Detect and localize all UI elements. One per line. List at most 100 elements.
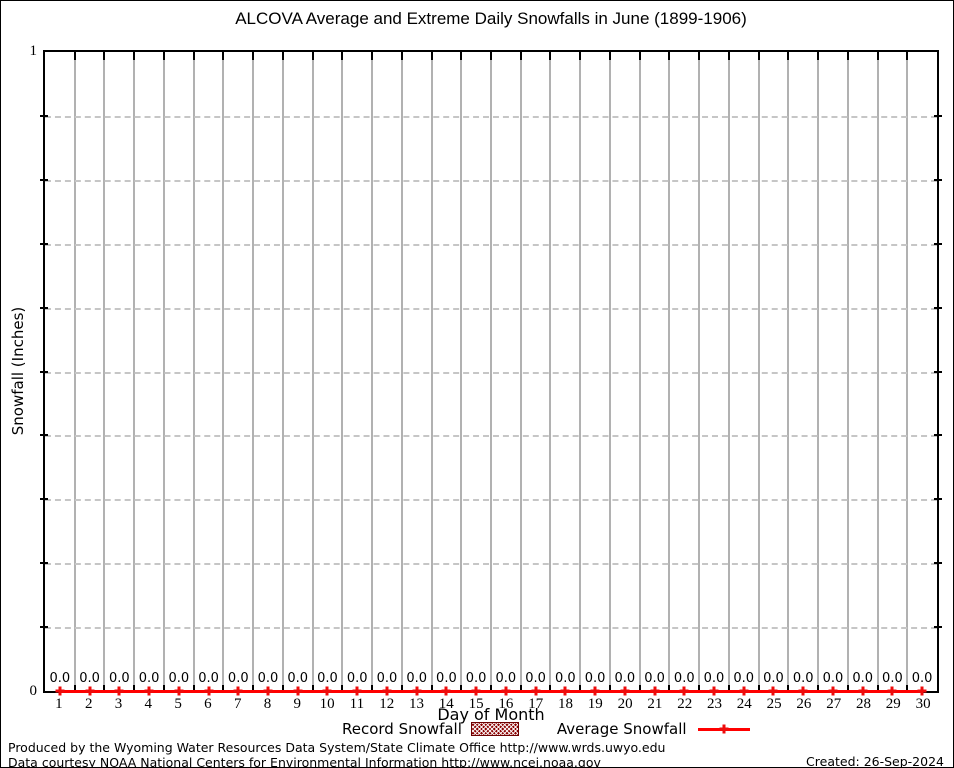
x-axis-tick-top [906, 52, 909, 60]
data-point-marker [263, 686, 273, 695]
x-axis-tick-bottom [817, 685, 820, 691]
data-point-marker [650, 686, 660, 695]
x-axis-tick-label: 30 [915, 696, 931, 712]
data-point-marker [233, 686, 243, 695]
data-point-marker [55, 686, 65, 695]
grid-line-horizontal [45, 179, 937, 182]
y-axis-tick-left [40, 434, 48, 437]
data-point-value-label: 0.0 [376, 671, 398, 686]
data-point-marker [768, 686, 778, 695]
chart-title: ALCOVA Average and Extreme Daily Snowfal… [235, 9, 747, 28]
data-point-marker [620, 686, 630, 695]
x-axis-tick-bottom [757, 685, 760, 691]
grid-line-horizontal [45, 115, 937, 118]
y-axis-tick-right [934, 370, 942, 373]
y-axis-max-label: 1 [29, 43, 38, 59]
data-point-marker [590, 686, 600, 695]
data-point-value-label: 0.0 [882, 671, 903, 686]
x-axis-tick-bottom [698, 685, 701, 691]
x-axis-tick-label: 10 [319, 696, 335, 712]
x-axis-tick-top [490, 52, 492, 60]
plus-marker-icon [719, 724, 729, 733]
data-point-marker [858, 686, 868, 695]
x-axis-tick-bottom [222, 685, 225, 691]
x-axis-tick-bottom [549, 685, 552, 691]
x-axis-tick-bottom [430, 685, 433, 691]
x-axis-tick-bottom [727, 685, 730, 691]
legend-label-average-snowfall: Average Snowfall [556, 720, 687, 738]
x-axis-tick-label: 21 [647, 696, 663, 712]
y-axis-tick-left [40, 114, 48, 117]
x-axis-tick-bottom [133, 685, 136, 691]
data-point-value-label: 0.0 [465, 671, 487, 686]
data-point-value-label: 0.0 [79, 671, 100, 686]
data-point-marker [560, 686, 570, 695]
record-snowfall-swatch-icon [470, 722, 519, 736]
x-axis-tick-top [133, 52, 136, 60]
data-point-value-label: 0.0 [495, 671, 517, 686]
data-point-value-label: 0.0 [525, 671, 546, 686]
x-axis-tick-label: 16 [498, 696, 514, 712]
x-axis-tick-top [727, 52, 730, 60]
x-axis-tick-top [608, 52, 611, 60]
x-axis-tick-label: 7 [233, 696, 242, 712]
x-axis-tick-label: 4 [144, 696, 153, 712]
data-point-value-label: 0.0 [852, 671, 873, 686]
y-axis-tick-right [934, 114, 942, 117]
legend-label-record-snowfall: Record Snowfall [342, 720, 462, 738]
y-axis-tick-right [934, 626, 942, 629]
data-point-marker [709, 686, 719, 695]
x-axis-tick-label: 14 [438, 696, 454, 712]
y-axis-tick-left [40, 370, 48, 373]
grid-line-horizontal [45, 499, 937, 502]
x-axis-tick-top [252, 52, 255, 60]
x-axis-tick-label: 2 [84, 696, 93, 712]
footer-producer: Produced by the Wyoming Water Resources … [8, 740, 666, 755]
grid-line-horizontal [45, 243, 937, 246]
y-axis-tick-left [40, 562, 48, 565]
grid-line-horizontal [45, 307, 937, 310]
data-point-marker [412, 686, 422, 695]
x-axis-title: Day of Month [437, 705, 545, 724]
x-axis-tick-bottom [400, 685, 403, 691]
average-snowfall-line-icon [697, 724, 750, 733]
x-axis-tick-top [549, 52, 552, 60]
x-axis-tick-bottom [519, 685, 522, 691]
grid-line-horizontal [45, 371, 937, 374]
data-point-marker [471, 686, 481, 695]
data-point-value-label: 0.0 [703, 671, 725, 686]
x-axis-tick-label: 24 [736, 696, 752, 712]
x-axis-tick-label: 29 [885, 696, 901, 712]
x-axis-tick-bottom [311, 685, 314, 691]
data-point-value-label: 0.0 [733, 671, 755, 686]
data-point-value-label: 0.0 [406, 671, 427, 686]
x-axis-tick-label: 22 [677, 696, 693, 712]
legend: Record Snowfall Average Snowfall [342, 720, 750, 738]
footer-data-courtesy: Data courtesy NOAA National Centers for … [8, 755, 601, 768]
data-point-value-label: 0.0 [49, 671, 71, 686]
x-axis-tick-top [757, 52, 760, 60]
data-point-value-label: 0.0 [763, 671, 784, 686]
data-point-value-label: 0.0 [554, 671, 576, 686]
y-axis-tick-left [40, 242, 48, 245]
x-axis-tick-bottom [668, 685, 671, 691]
data-point-marker [382, 686, 392, 695]
data-point-value-label: 0.0 [673, 671, 695, 686]
x-axis-tick-label: 17 [528, 696, 544, 712]
y-axis-min-label: 0 [29, 683, 38, 699]
x-axis-tick-label: 19 [587, 696, 603, 712]
x-axis-tick-bottom [846, 685, 849, 691]
data-point-marker [144, 686, 154, 695]
x-axis-tick-bottom [281, 685, 284, 691]
grid-line-horizontal [45, 627, 937, 630]
x-axis-tick-top [192, 52, 195, 60]
x-axis-tick-top [341, 52, 344, 60]
x-axis-tick-label: 11 [349, 696, 365, 712]
x-axis-tick-bottom [103, 685, 106, 691]
data-point-value-label: 0.0 [792, 671, 814, 686]
data-point-marker [739, 686, 749, 695]
data-point-value-label: 0.0 [346, 671, 368, 686]
data-point-marker [293, 686, 303, 695]
grid-line-horizontal [45, 563, 937, 566]
